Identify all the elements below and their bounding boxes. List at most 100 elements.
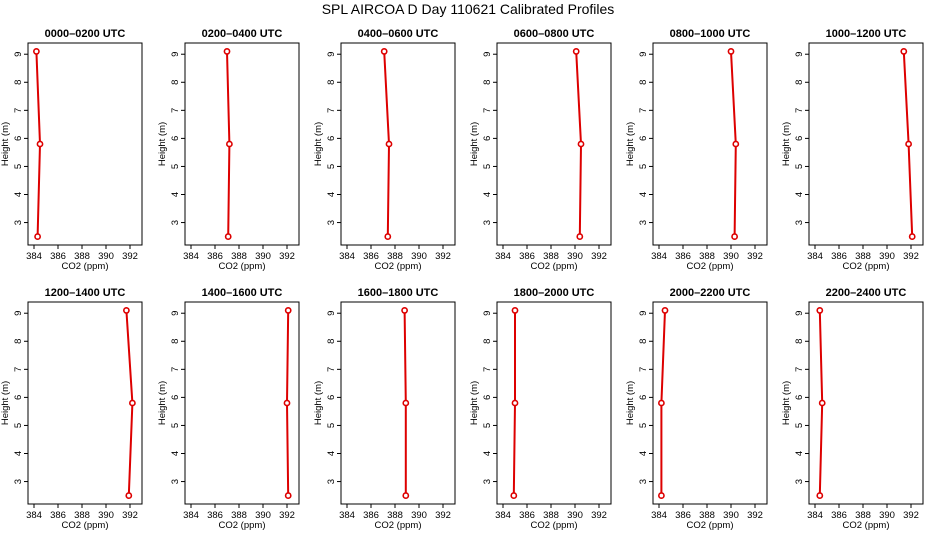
y-tick-label: 8 [326,80,337,85]
x-tick-label: 384 [183,251,199,262]
x-tick-label: 386 [831,510,847,521]
y-tick-label: 6 [482,136,493,141]
x-axis-label: CO2 (ppm) [843,520,890,531]
data-point [385,140,393,148]
y-tick-label: 5 [170,164,181,169]
plot-frame [808,42,924,246]
x-tick-label: 386 [207,251,223,262]
y-axis-label: Height (m) [625,122,636,166]
y-tick-label: 8 [482,339,493,344]
profile-panel-7: 1200–1400 UTC 384 386 388 390 392 3 4 5 6 7 8 9 CO2 (… [0,287,143,531]
x-tick-label: 384 [339,510,355,521]
data-point [900,48,908,55]
y-tick-label: 7 [482,367,493,372]
y-tick-label: 6 [13,395,24,400]
x-tick-label: 390 [879,251,895,262]
x-tick-label: 390 [98,510,114,521]
data-point [731,233,738,240]
y-tick-label: 9 [170,311,181,316]
x-tick-label: 388 [387,251,403,262]
x-tick-label: 388 [74,251,90,262]
plot-frame [496,42,612,246]
y-tick-label: 5 [638,423,649,428]
data-point [36,140,44,148]
x-tick-label: 384 [183,510,199,521]
y-tick-label: 7 [326,108,337,113]
y-tick-label: 3 [794,479,805,484]
data-point [402,492,410,499]
y-tick-label: 8 [638,80,649,85]
x-tick-label: 388 [387,510,403,521]
y-tick-label: 3 [482,479,493,484]
x-tick-label: 386 [363,251,379,262]
panel-title: 0000–0200 UTC [45,28,126,40]
panel-title: 1400–1600 UTC [202,287,283,299]
x-tick-label: 384 [495,510,511,521]
x-tick-label: 392 [122,251,138,262]
data-point [905,140,912,148]
profile-panel-8: 1400–1600 UTC 384 386 388 390 392 3 4 5 6 7 8 9 CO2 (… [157,287,300,531]
figure-title: SPL AIRCOA D Day 110621 Calibrated Profi… [322,1,615,17]
data-point [401,307,408,314]
plot-frame [340,301,456,505]
y-tick-label: 6 [326,395,337,400]
x-tick-label: 392 [903,251,919,262]
y-tick-label: 4 [13,451,24,456]
y-tick-label: 7 [794,367,805,372]
data-point [125,492,133,499]
x-tick-label: 390 [255,251,271,262]
plot-frame [496,301,612,505]
y-tick-label: 7 [170,108,181,113]
x-tick-label: 392 [747,251,763,262]
x-tick-label: 392 [591,510,607,521]
profile-panel-1: 0000–0200 UTC 384 386 388 390 392 3 4 5 6 7 8 9 CO2 (… [0,28,143,272]
data-point [384,233,392,240]
data-point [380,48,388,55]
y-tick-label: 9 [326,52,337,57]
data-point [816,307,824,314]
y-tick-label: 9 [482,311,493,316]
data-point [511,307,519,314]
y-tick-label: 5 [13,164,24,169]
profile-panel-11: 2000–2200 UTC 384 386 388 390 392 3 4 5 6 7 8 9 CO2 (… [625,287,768,531]
data-point [284,307,292,314]
y-tick-label: 3 [326,220,337,225]
y-tick-label: 7 [170,367,181,372]
y-tick-label: 3 [170,220,181,225]
y-tick-label: 3 [638,220,649,225]
x-tick-label: 388 [74,510,90,521]
y-tick-label: 7 [638,108,649,113]
y-tick-label: 8 [13,80,24,85]
y-axis-label: Height (m) [625,381,636,425]
profile-panel-12: 2200–2400 UTC 384 386 388 390 392 3 4 5 6 7 8 9 CO2 (… [781,287,924,531]
y-tick-label: 5 [794,423,805,428]
y-tick-label: 8 [794,339,805,344]
x-tick-label: 390 [723,251,739,262]
y-axis-label: Height (m) [469,381,480,425]
x-tick-label: 386 [519,251,535,262]
y-tick-label: 4 [170,451,181,456]
panel-title: 1200–1400 UTC [45,287,126,299]
data-point [402,399,410,407]
y-tick-label: 6 [794,136,805,141]
y-tick-label: 5 [482,423,493,428]
x-axis-label: CO2 (ppm) [531,520,578,531]
data-point [908,233,916,240]
panel-title: 0600–0800 UTC [514,28,595,40]
y-tick-label: 6 [638,395,649,400]
y-tick-label: 8 [170,80,181,85]
plot-frame [184,42,300,246]
y-tick-label: 5 [794,164,805,169]
y-axis-label: Height (m) [0,381,11,425]
y-tick-label: 9 [326,311,337,316]
x-tick-label: 390 [567,510,583,521]
x-tick-label: 390 [255,510,271,521]
x-tick-label: 388 [231,251,247,262]
x-axis-label: CO2 (ppm) [531,261,578,272]
x-tick-label: 390 [879,510,895,521]
x-axis-label: CO2 (ppm) [687,261,734,272]
y-tick-label: 4 [326,451,337,456]
y-tick-label: 4 [482,192,493,197]
x-tick-label: 384 [26,510,42,521]
